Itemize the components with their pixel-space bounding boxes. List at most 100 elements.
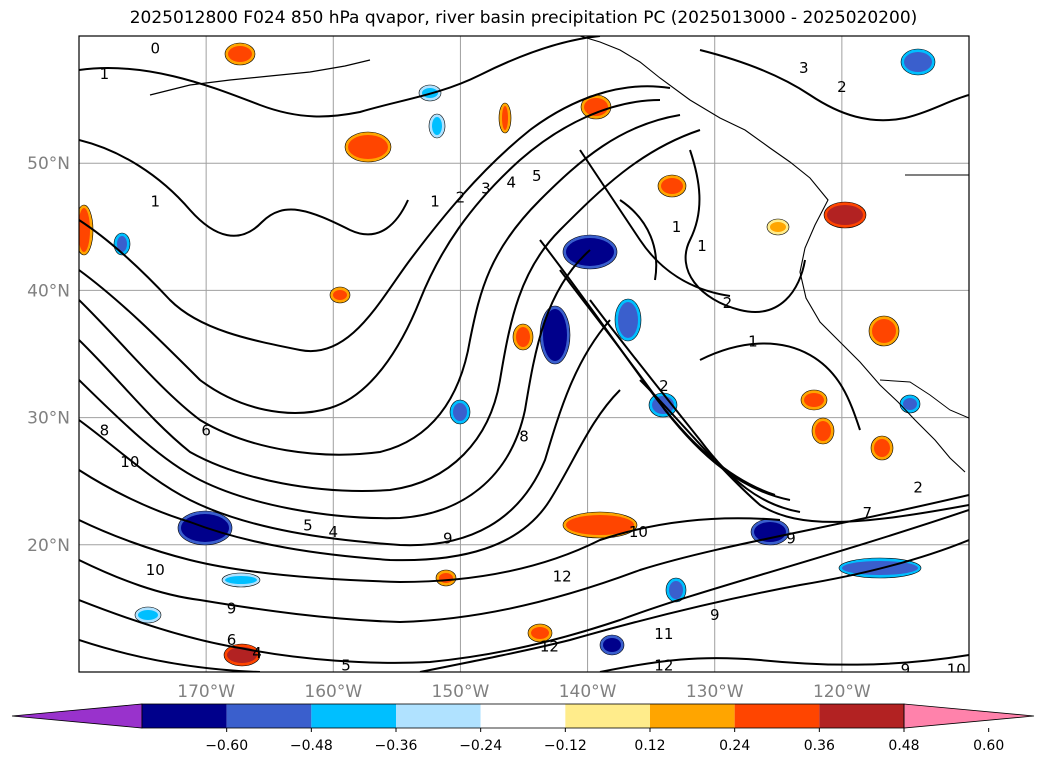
plot-title: 2025012800 F024 850 hPa qvapor, river ba… bbox=[129, 8, 918, 28]
contour-label-24: 10 bbox=[146, 561, 165, 579]
contour-label-27: 9 bbox=[710, 606, 720, 624]
colorbar: −0.60 −0.48 −0.36 −0.24 −0.12 0.12 0.24 0.36 0.4… bbox=[11, 703, 1035, 754]
qvapor-contour-21 bbox=[579, 149, 731, 297]
contour-label-12: 2 bbox=[723, 294, 733, 312]
lon-label-4: 130°W bbox=[686, 682, 744, 702]
pc-blob-7 bbox=[823, 201, 867, 229]
coastline-north-america bbox=[579, 36, 966, 473]
qvapor-contour-18 bbox=[539, 239, 776, 496]
contour-label-9: 2 bbox=[837, 78, 847, 96]
contour-label-8: 3 bbox=[799, 59, 809, 77]
contour-label-26: 9 bbox=[227, 599, 237, 617]
contour-label-5: 3 bbox=[481, 180, 491, 198]
colorbar-segment-4 bbox=[480, 704, 566, 728]
map-background bbox=[79, 36, 969, 672]
colorbar-segment-5 bbox=[565, 704, 650, 728]
pc-blob-25 bbox=[113, 232, 131, 256]
qvapor-contours bbox=[79, 36, 969, 672]
precipitation-pc-shading bbox=[79, 42, 936, 667]
pc-blob-27 bbox=[900, 48, 936, 76]
colorbar-segment-0 bbox=[142, 704, 227, 728]
latitude-labels: 20°N 30°N 40°N 50°N bbox=[27, 154, 70, 556]
pc-blob-17 bbox=[224, 42, 256, 66]
contour-label-2: 1 bbox=[151, 192, 161, 210]
qvapor-contour-15 bbox=[639, 379, 969, 523]
pc-blob-11 bbox=[512, 323, 534, 351]
pc-blob-16 bbox=[79, 204, 94, 256]
contour-label-17: 10 bbox=[120, 453, 139, 471]
contour-label-36: 2 bbox=[913, 479, 923, 497]
lon-label-3: 140°W bbox=[559, 682, 617, 702]
qvapor-contour-3 bbox=[79, 99, 661, 414]
contour-label-6: 4 bbox=[507, 173, 517, 191]
pc-blob-30 bbox=[221, 572, 261, 588]
pc-blob-0 bbox=[562, 234, 618, 270]
pc-blob-14 bbox=[870, 435, 894, 461]
colorbar-extend-high bbox=[903, 703, 1035, 729]
qvapor-contour-19 bbox=[699, 49, 969, 122]
contour-label-37: 7 bbox=[863, 504, 873, 522]
contour-label-16: 6 bbox=[201, 421, 211, 439]
pc-blob-6 bbox=[562, 511, 638, 539]
colorbar-tick-label-3: −0.24 bbox=[459, 738, 502, 754]
colorbar-segment-8 bbox=[819, 704, 904, 728]
colorbar-tick-label-9: 0.60 bbox=[973, 738, 1004, 754]
qvapor-contour-1 bbox=[79, 139, 409, 237]
lat-label-0: 20°N bbox=[27, 536, 70, 556]
qvapor-contour-9 bbox=[79, 517, 781, 584]
qvapor-contour-23 bbox=[619, 199, 658, 281]
pc-blob-18 bbox=[498, 102, 512, 134]
contour-label-21: 4 bbox=[329, 523, 339, 541]
colorbar-segment-6 bbox=[650, 704, 735, 728]
contour-label-0: 0 bbox=[151, 40, 161, 58]
pc-blob-23 bbox=[449, 399, 471, 425]
qvapor-contour-11 bbox=[79, 509, 969, 664]
pc-blob-32 bbox=[329, 286, 351, 304]
contour-label-28: 11 bbox=[654, 625, 673, 643]
qvapor-contour-4 bbox=[79, 114, 681, 456]
qvapor-contour-12 bbox=[79, 639, 261, 672]
contour-label-3: 1 bbox=[430, 192, 440, 210]
contour-label-15: 8 bbox=[100, 421, 110, 439]
colorbar-tick-label-2: −0.36 bbox=[375, 738, 418, 754]
qvapor-contour-22 bbox=[699, 342, 861, 431]
contour-label-34: 9 bbox=[901, 660, 911, 678]
colorbar-tick-label-8: 0.48 bbox=[888, 738, 919, 754]
contour-label-14: 2 bbox=[659, 377, 669, 395]
pc-blob-19 bbox=[527, 623, 553, 643]
qvapor-contour-8 bbox=[79, 389, 621, 562]
pc-blob-34 bbox=[899, 394, 921, 414]
pc-blob-4 bbox=[599, 634, 625, 656]
map-frame bbox=[78, 35, 970, 673]
lat-label-1: 30°N bbox=[27, 409, 70, 429]
pc-blob-29 bbox=[665, 577, 687, 603]
qvapor-contour-14 bbox=[599, 654, 969, 672]
contour-label-35: 10 bbox=[947, 660, 966, 678]
qvapor-contour-20 bbox=[684, 149, 806, 313]
lat-label-3: 50°N bbox=[27, 154, 70, 174]
contour-label-19: 9 bbox=[443, 529, 453, 547]
qvapor-contour-13 bbox=[419, 539, 969, 672]
colorbar-tick-label-7: 0.36 bbox=[804, 738, 835, 754]
coastlines bbox=[149, 36, 969, 473]
contour-label-25: 12 bbox=[553, 568, 572, 586]
contour-label-11: 1 bbox=[697, 237, 707, 255]
colorbar-segment-2 bbox=[311, 704, 396, 728]
qvapor-contour-6 bbox=[79, 249, 591, 520]
pc-blob-1 bbox=[539, 305, 571, 365]
pc-blob-28 bbox=[428, 113, 446, 139]
pc-blob-31 bbox=[766, 218, 790, 236]
lon-label-5: 120°W bbox=[813, 682, 871, 702]
pc-blob-22 bbox=[614, 298, 642, 342]
qvapor-contour-10 bbox=[79, 494, 969, 624]
contour-label-18: 8 bbox=[519, 428, 529, 446]
contour-label-30: 12 bbox=[654, 657, 673, 675]
pc-blob-13 bbox=[811, 417, 835, 445]
contour-label-4: 2 bbox=[456, 189, 466, 207]
contour-label-20: 5 bbox=[303, 517, 313, 535]
border-us-mexico bbox=[879, 379, 969, 419]
contour-label-32: 4 bbox=[252, 644, 262, 662]
colorbar-tick-label-5: 0.12 bbox=[634, 738, 665, 754]
contour-label-29: 12 bbox=[540, 638, 559, 656]
